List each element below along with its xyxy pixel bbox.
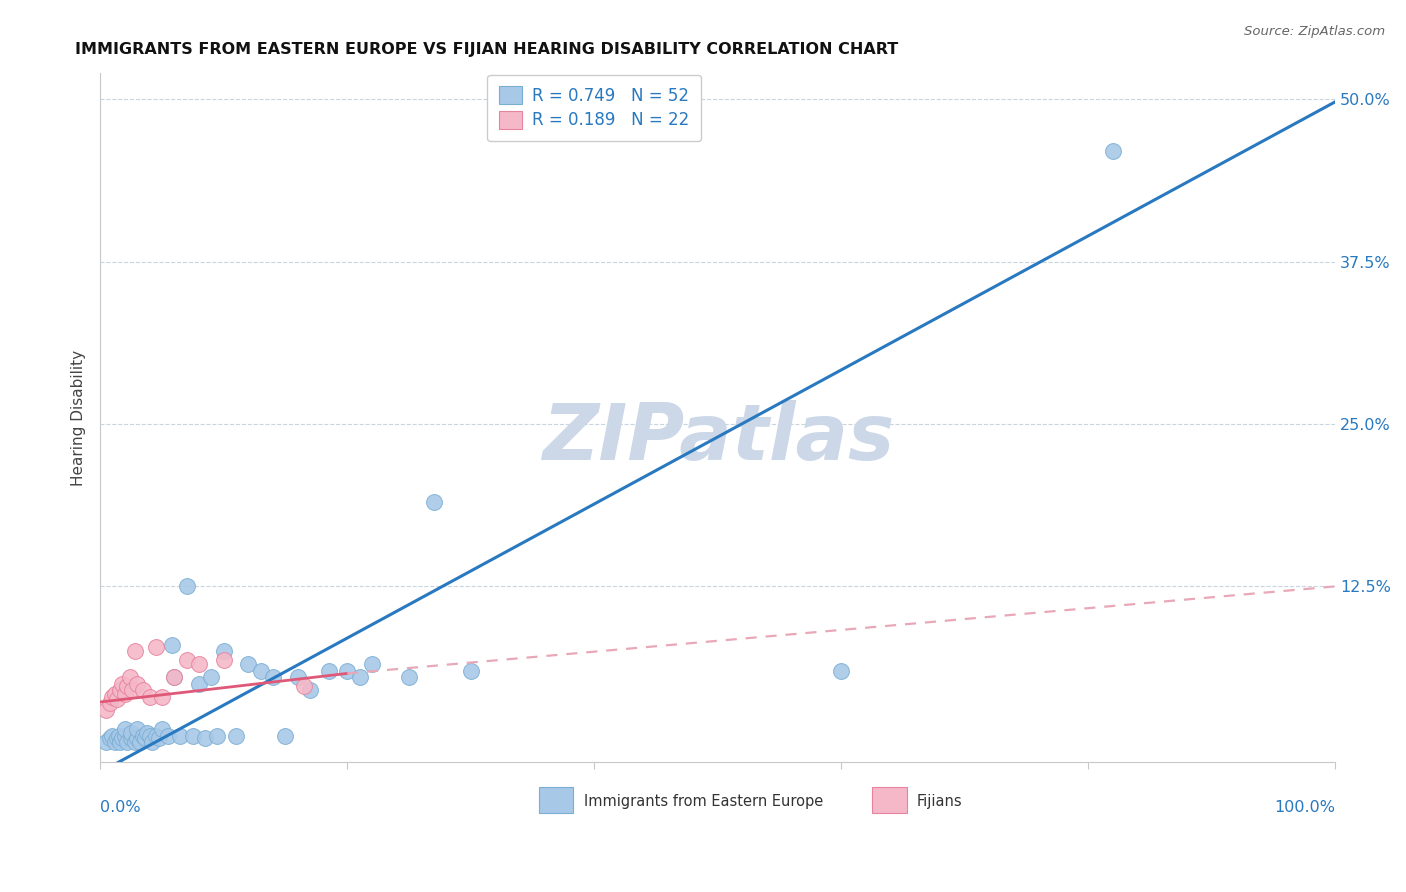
Point bbox=[107, 729, 129, 743]
Point bbox=[111, 731, 134, 746]
Point bbox=[176, 653, 198, 667]
Point bbox=[157, 729, 180, 743]
Point bbox=[117, 735, 139, 749]
Point bbox=[249, 664, 271, 678]
Point bbox=[114, 729, 136, 743]
Point bbox=[160, 638, 183, 652]
Point bbox=[225, 729, 247, 743]
Point bbox=[108, 735, 131, 749]
Point bbox=[145, 640, 167, 655]
Point bbox=[274, 729, 297, 743]
Point bbox=[212, 653, 235, 667]
Point bbox=[360, 657, 382, 672]
Point bbox=[460, 664, 482, 678]
Point bbox=[212, 644, 235, 658]
Point bbox=[1102, 144, 1125, 158]
Point bbox=[134, 731, 156, 746]
Point bbox=[187, 657, 209, 672]
Point bbox=[127, 723, 149, 737]
FancyBboxPatch shape bbox=[872, 788, 907, 814]
Point bbox=[238, 657, 260, 672]
Point bbox=[176, 579, 198, 593]
Text: 100.0%: 100.0% bbox=[1274, 799, 1336, 814]
Point bbox=[207, 729, 229, 743]
Point bbox=[96, 703, 118, 717]
Point bbox=[138, 729, 160, 743]
Point bbox=[398, 670, 420, 684]
Point bbox=[98, 731, 121, 746]
Point bbox=[107, 692, 129, 706]
Text: ZIPatlas: ZIPatlas bbox=[541, 401, 894, 476]
Point bbox=[292, 680, 315, 694]
Point bbox=[138, 690, 160, 704]
Point bbox=[150, 690, 173, 704]
Point bbox=[132, 729, 155, 743]
Point bbox=[141, 735, 163, 749]
Point bbox=[120, 726, 142, 740]
Text: Immigrants from Eastern Europe: Immigrants from Eastern Europe bbox=[585, 794, 824, 809]
Point bbox=[299, 683, 322, 698]
Point bbox=[107, 731, 129, 746]
Point bbox=[262, 670, 284, 684]
Point bbox=[101, 729, 124, 743]
Point bbox=[150, 723, 173, 737]
Point bbox=[349, 670, 371, 684]
FancyBboxPatch shape bbox=[538, 788, 574, 814]
Point bbox=[124, 735, 146, 749]
Point bbox=[200, 670, 222, 684]
Point bbox=[187, 677, 209, 691]
Point bbox=[101, 690, 124, 704]
Point bbox=[318, 664, 340, 678]
Point bbox=[96, 735, 118, 749]
Legend: R = 0.749   N = 52, R = 0.189   N = 22: R = 0.749 N = 52, R = 0.189 N = 22 bbox=[488, 75, 702, 141]
Point bbox=[104, 735, 127, 749]
Point bbox=[124, 644, 146, 658]
Y-axis label: Hearing Disability: Hearing Disability bbox=[72, 350, 86, 485]
Point bbox=[117, 680, 139, 694]
Text: Source: ZipAtlas.com: Source: ZipAtlas.com bbox=[1244, 25, 1385, 38]
Point bbox=[169, 729, 191, 743]
Point bbox=[194, 731, 217, 746]
Point bbox=[121, 683, 143, 698]
Point bbox=[136, 726, 159, 740]
Point bbox=[127, 731, 149, 746]
Point bbox=[148, 731, 170, 746]
Text: IMMIGRANTS FROM EASTERN EUROPE VS FIJIAN HEARING DISABILITY CORRELATION CHART: IMMIGRANTS FROM EASTERN EUROPE VS FIJIAN… bbox=[76, 42, 898, 57]
Point bbox=[830, 664, 852, 678]
Point bbox=[163, 670, 186, 684]
Point bbox=[127, 677, 149, 691]
Point bbox=[145, 729, 167, 743]
Point bbox=[114, 687, 136, 701]
Point bbox=[120, 731, 142, 746]
Point bbox=[104, 687, 127, 701]
Point bbox=[422, 495, 444, 509]
Point bbox=[132, 683, 155, 698]
Text: 0.0%: 0.0% bbox=[100, 799, 141, 814]
Point bbox=[163, 670, 186, 684]
Point bbox=[98, 696, 121, 710]
Point bbox=[181, 729, 204, 743]
Point bbox=[287, 670, 309, 684]
Point bbox=[108, 683, 131, 698]
Point bbox=[128, 735, 150, 749]
Text: Fijians: Fijians bbox=[917, 794, 962, 809]
Point bbox=[336, 664, 359, 678]
Point bbox=[114, 723, 136, 737]
Point bbox=[111, 677, 134, 691]
Point bbox=[118, 670, 141, 684]
